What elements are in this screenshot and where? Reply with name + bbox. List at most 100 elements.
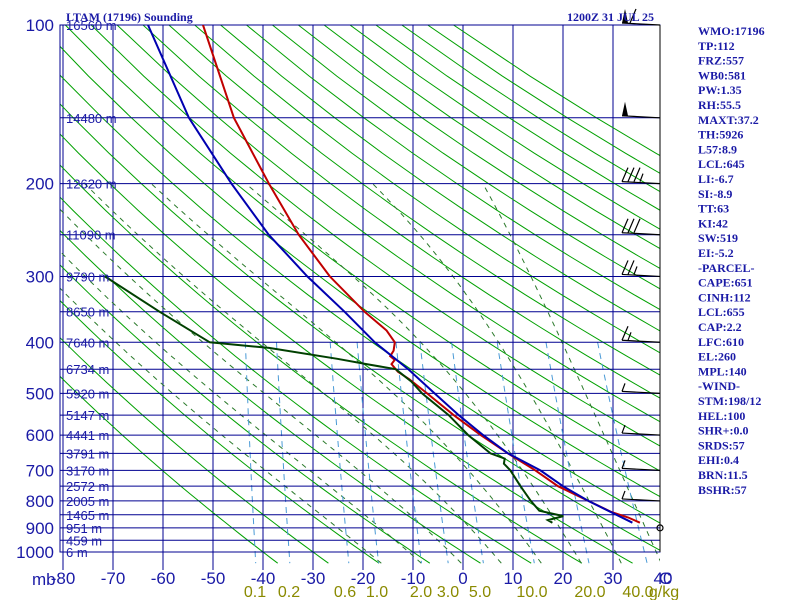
series-parcel-line: [147, 25, 633, 524]
height-label: 2005 m: [66, 494, 109, 509]
height-label: 9790 m: [66, 269, 109, 284]
stability-index: SI:-8.9: [698, 187, 732, 201]
chart-time: 1200Z 31 JUL 25: [567, 10, 654, 24]
pressure-tick-label: 1000: [16, 543, 54, 562]
stability-index: TH:5926: [698, 128, 743, 142]
stability-index: MAXT:37.2: [698, 113, 759, 127]
stability-index: LFC:610: [698, 335, 744, 349]
stability-index: -WIND-: [698, 379, 740, 393]
height-label: 12620 m: [66, 177, 117, 192]
moist-adiabat: [150, 183, 542, 564]
temperature-tick-label: -30: [301, 569, 326, 588]
pressure-tick-label: 400: [26, 333, 54, 352]
mixing-ratio-line: [276, 342, 291, 564]
mixing-ratio-label: 10.0: [516, 584, 547, 600]
series-dewpoint-line: [104, 275, 564, 524]
dry-adiabat: [64, 25, 660, 472]
pressure-tick-label: 600: [26, 426, 54, 445]
stability-index: PW:1.35: [698, 83, 742, 97]
mixing-ratio-label: 2.0: [410, 584, 432, 600]
wind-barb: [621, 101, 661, 119]
height-label: 5147 m: [66, 408, 109, 423]
mixing-ratio-lines: [244, 342, 648, 564]
stability-index: L57:8.9: [698, 142, 737, 156]
temperature-tick-label: C: [659, 569, 671, 588]
stability-index: -PARCEL-: [698, 261, 754, 275]
stability-index: KI:42: [698, 216, 728, 230]
dry-adiabat: [60, 375, 279, 564]
stability-index: BRN:11.5: [698, 468, 748, 482]
height-label: 8650 m: [66, 305, 109, 320]
moist-adiabat: [84, 183, 502, 564]
pressure-tick-label: 900: [26, 519, 54, 538]
stability-index: TT:63: [698, 202, 729, 216]
temperature-tick-label: -80: [51, 569, 76, 588]
height-label: 16560 m: [66, 18, 117, 33]
temperature-tick-label: -60: [151, 569, 176, 588]
stability-index: SRDS:57: [698, 438, 745, 452]
height-label: 459 m: [66, 533, 102, 548]
isotherm-lines: [62, 25, 614, 570]
temperature-tick-label: 30: [604, 569, 623, 588]
temperature-tick-label: -10: [401, 569, 426, 588]
stability-index: CAPE:651: [698, 276, 753, 290]
height-label: 14480 m: [66, 111, 117, 126]
mixing-ratio-line: [395, 342, 422, 564]
sounding-series: [104, 25, 641, 524]
mixing-ratio-label: 40.0: [622, 584, 653, 600]
dry-adiabat: [194, 25, 660, 354]
stability-index: LCL:645: [698, 157, 745, 171]
stability-index: BSHR:57: [698, 483, 747, 497]
wind-barb: [621, 460, 661, 471]
wind-barb: [621, 424, 661, 436]
pressure-tick-label: 500: [26, 384, 54, 403]
dry-adiabat: [297, 25, 660, 270]
moist-adiabat: [60, 250, 422, 564]
dry-adiabat: [60, 133, 633, 564]
mixing-ratio-label: g/kg: [649, 584, 679, 600]
pressure-tick-label: 800: [26, 492, 54, 511]
mixing-ratio-label: 0.2: [278, 584, 300, 600]
pressure-tick-label: 200: [26, 175, 54, 194]
temperature-tick-labels: -80 -70 -60 -50 -40 -30 -20 -10 0 10 20 30 40C: [51, 569, 673, 588]
dry-adiabat: [60, 337, 329, 564]
height-label: 2572 m: [66, 479, 109, 494]
stability-index: EL:260: [698, 350, 736, 364]
moist-adiabat: [245, 183, 582, 564]
temperature-tick-label: 10: [504, 569, 523, 588]
mixing-ratio-label: 0.6: [334, 584, 356, 600]
temperature-tick-label: -40: [251, 569, 276, 588]
temperature-tick-label: -70: [101, 569, 126, 588]
wind-barb: [621, 218, 661, 236]
mixing-ratio-label: 20.0: [574, 584, 605, 600]
pressure-tick-label: 300: [26, 267, 54, 286]
height-label: 4441 m: [66, 428, 109, 443]
pressure-tick-label: 700: [26, 461, 54, 480]
temperature-tick-label: 0: [458, 569, 467, 588]
wind-barb: [621, 8, 661, 26]
dry-adiabat: [60, 264, 431, 564]
dry-adiabat: [60, 299, 380, 564]
pressure-tick-labels: 100 200 300 400 500 600 700 800 900 1000: [16, 16, 54, 562]
height-label: 6 m: [66, 545, 88, 560]
dry-adiabat: [60, 196, 532, 564]
dry-adiabat: [323, 25, 660, 250]
height-label: 11090 m: [66, 228, 116, 243]
height-label: 3791 m: [66, 446, 109, 461]
height-label: 7640 m: [66, 335, 109, 350]
temperature-tick-label: -20: [351, 569, 376, 588]
wind-barb: [621, 490, 661, 502]
stability-index: CAP:2.2: [698, 320, 742, 334]
dry-adiabat: [60, 74, 660, 524]
wind-barb: [621, 383, 661, 394]
mixing-ratio-line: [329, 342, 350, 564]
mixing-ratio-line: [451, 342, 484, 564]
height-label: 5920 m: [66, 386, 109, 401]
stability-index: MPL:140: [698, 364, 747, 378]
mixing-ratio-label: 0.1: [244, 584, 266, 600]
dry-adiabat: [142, 25, 660, 399]
dry-adiabat: [220, 25, 660, 332]
dry-adiabat: [116, 25, 660, 423]
mixing-ratio-label: 1.0: [366, 584, 388, 600]
